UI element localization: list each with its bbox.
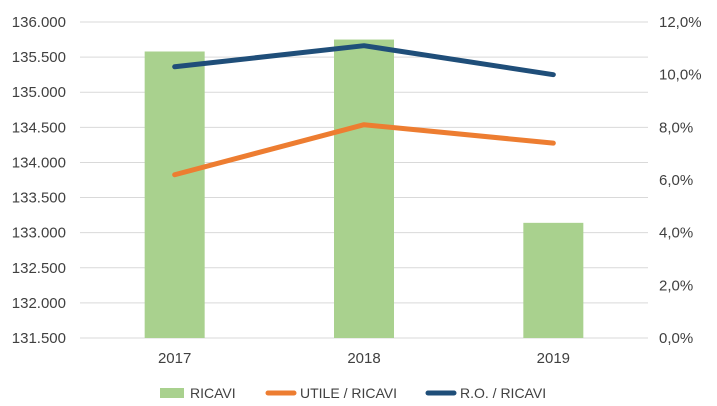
left-axis-tick-label: 133.500 xyxy=(12,190,66,207)
legend-label: RICAVI xyxy=(190,385,236,401)
right-axis-tick-label: 8,0% xyxy=(659,119,693,136)
left-axis-tick-label: 135.000 xyxy=(12,84,66,101)
legend-label: UTILE / RICAVI xyxy=(300,385,397,401)
left-axis-tick-label: 131.500 xyxy=(12,330,66,347)
left-axis-tick-label: 133.000 xyxy=(12,225,66,242)
right-axis-tick-label: 12,0% xyxy=(659,14,702,31)
left-axis-tick-label: 132.500 xyxy=(12,260,66,277)
line-series-utile-ricavi xyxy=(172,122,556,178)
left-axis-tick-label: 132.000 xyxy=(12,295,66,312)
bar-2019 xyxy=(523,222,584,338)
right-axis-tick-label: 0,0% xyxy=(659,330,693,347)
bar-2017 xyxy=(144,51,205,338)
legend-swatch-ricavi xyxy=(160,388,184,398)
right-axis-tick-label: 10,0% xyxy=(659,67,702,84)
left-axis-tick-label: 136.000 xyxy=(12,14,66,31)
left-axis-tick-label: 134.000 xyxy=(12,154,66,171)
left-axis-tick-label: 134.500 xyxy=(12,119,66,136)
x-axis-tick-label: 2018 xyxy=(347,350,380,367)
line-series-r-o-ricavi xyxy=(172,43,556,78)
left-axis-tick-label: 135.500 xyxy=(12,49,66,66)
right-axis-tick-label: 2,0% xyxy=(659,277,693,294)
bar-2018 xyxy=(334,39,394,339)
legend-label: R.O. / RICAVI xyxy=(460,385,546,401)
right-axis-tick-label: 4,0% xyxy=(659,225,693,242)
x-axis-tick-label: 2017 xyxy=(158,350,191,367)
right-axis-tick-label: 6,0% xyxy=(659,172,693,189)
x-axis-tick-label: 2019 xyxy=(537,350,570,367)
